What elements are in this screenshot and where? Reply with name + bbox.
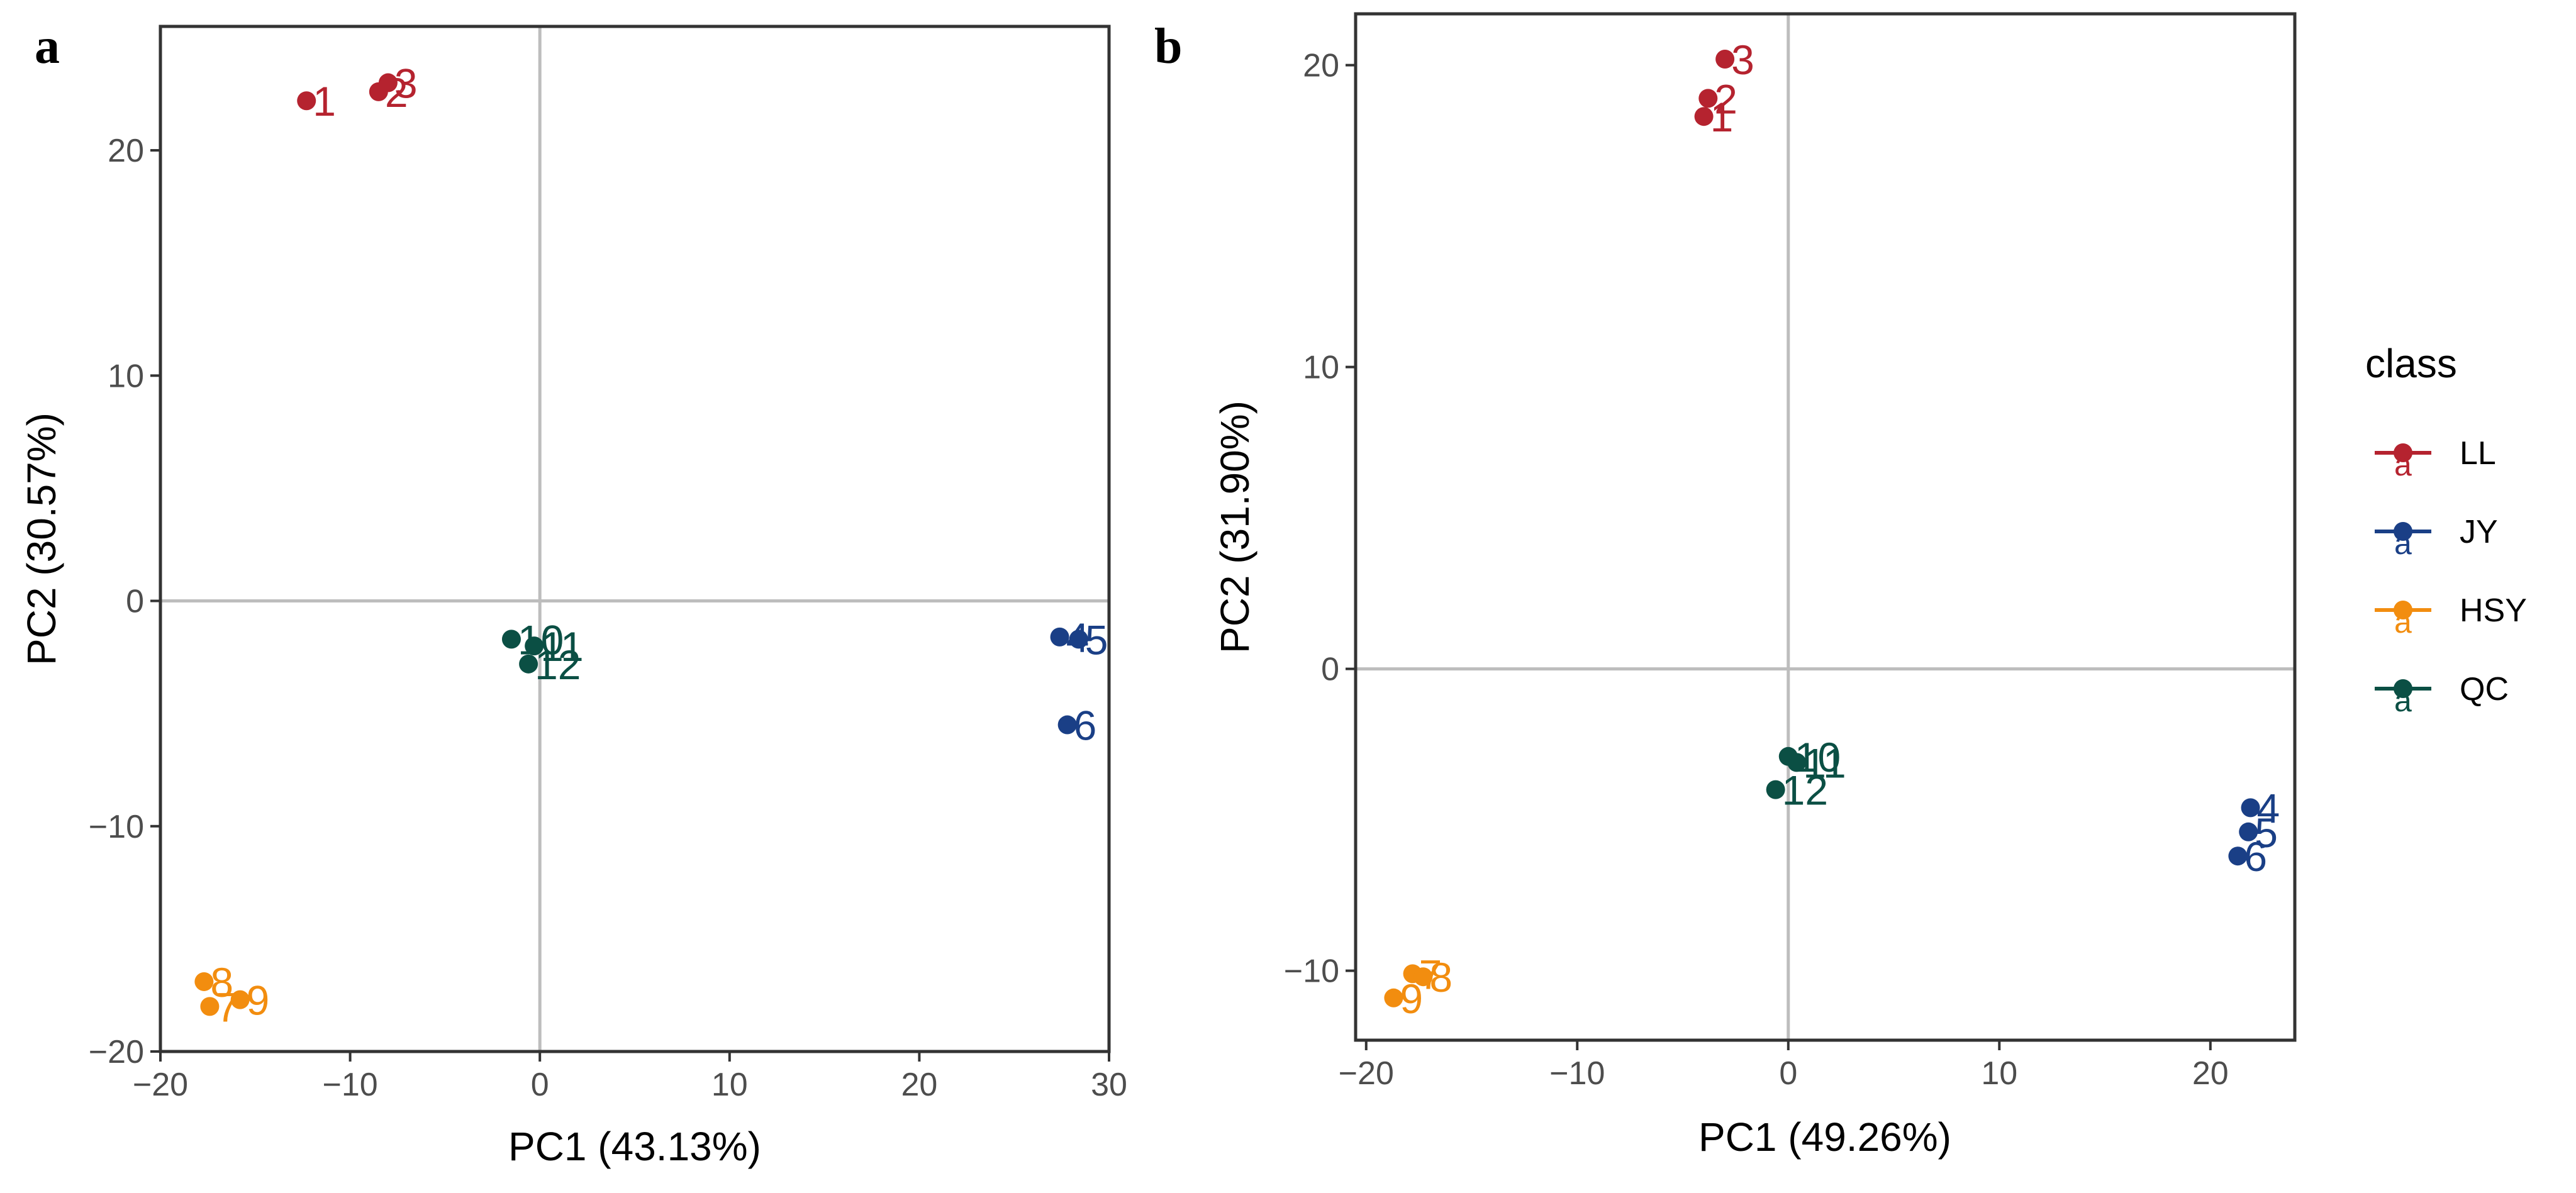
panel-b-letter: b: [1154, 19, 1183, 74]
panel-b-y-tick-label: 0: [1321, 652, 1339, 688]
panel-a-x-tick-label: 30: [1091, 1067, 1127, 1103]
panel-a-point-label-5: 5: [1085, 616, 1108, 663]
panel-b-point-11: [1787, 753, 1807, 772]
legend-key-point: [2394, 679, 2412, 698]
panel-b-x-tick-label: 20: [2192, 1055, 2229, 1092]
legend-entry-hsy: a HSY: [2375, 592, 2527, 640]
panel-b-point-label-8: 8: [1429, 954, 1452, 1001]
panel-a-x-tick-label: −20: [133, 1067, 188, 1103]
panel-a-point-1: [297, 91, 316, 111]
panel-b-point-2: [1698, 89, 1718, 108]
legend-key-glyph: a: [2394, 604, 2412, 640]
panel-a-x-tick-label: 20: [901, 1067, 937, 1103]
panel-a-point-7: [200, 997, 220, 1016]
panel-b-point-label-6: 6: [2244, 833, 2267, 880]
panel-a-point-4: [1050, 627, 1069, 646]
panel-b-plot-frame: [1354, 12, 2297, 1042]
panel-a-point-label-8: 8: [210, 959, 233, 1006]
panel-a-point-label-1: 1: [313, 78, 336, 125]
panel-b-point-3: [1715, 50, 1735, 69]
legend-entry-jy: a JY: [2375, 514, 2498, 561]
panel-b-x-tick-label: −20: [1339, 1055, 1394, 1092]
panel-b-point-label-9: 9: [1400, 975, 1423, 1022]
panel-b-y-tick-label: 20: [1303, 48, 1339, 84]
panel-b-x-tick-label: 0: [1779, 1055, 1797, 1092]
panel-a-point-label-12: 12: [535, 641, 581, 688]
panel-a-point-5: [1069, 630, 1088, 649]
panel-b-point-6: [2228, 846, 2248, 866]
panel-b-point-8: [1413, 967, 1433, 987]
panel-a-plot-frame: [159, 25, 1111, 1053]
panel-a-point-10: [501, 630, 521, 649]
panel-b-point-label-3: 3: [1731, 36, 1754, 83]
panel-b-point-9: [1384, 988, 1403, 1007]
panel-a-y-tick-label: 0: [126, 584, 144, 620]
panel-b-point-label-12: 12: [1782, 767, 1828, 814]
legend-label: QC: [2460, 671, 2509, 707]
panel-b-point-5: [2239, 822, 2258, 841]
panel-a-point-6: [1057, 715, 1077, 735]
panel-a-letter: a: [35, 19, 60, 74]
legend-key-point: [2394, 601, 2412, 619]
panel-b-x-axis-title: PC1 (49.26%): [1698, 1114, 1951, 1160]
panel-b-point-12: [1766, 780, 1785, 799]
legend-label: LL: [2460, 435, 2496, 472]
legend-key-point: [2394, 522, 2412, 541]
panel-a-point-11: [525, 636, 544, 656]
panel-a-y-tick-label: 10: [108, 358, 144, 394]
legend-label: HSY: [2460, 592, 2527, 629]
legend: class a LL a JY a HSY a QC: [2365, 341, 2527, 718]
panel-a-y-axis-title: PC2 (30.57%): [19, 413, 64, 665]
panel-a-y-tick-label: −10: [89, 809, 144, 845]
legend-key-glyph: a: [2394, 447, 2412, 482]
panel-b-point-4: [2241, 798, 2260, 818]
panel-a-point-label-9: 9: [247, 977, 270, 1024]
panel-b-y-axis-title: PC2 (31.90%): [1212, 401, 1257, 653]
panel-a-x-tick-label: 10: [711, 1067, 748, 1103]
legend-entry-ll: a LL: [2375, 435, 2496, 482]
panel-a-point-12: [519, 654, 538, 674]
panel-b-point-label-4: 4: [2257, 785, 2280, 831]
panel-b-x-tick-label: 10: [1981, 1055, 2017, 1092]
panel-a-x-tick-label: −10: [322, 1067, 377, 1103]
panel-a-point-label-3: 3: [394, 60, 418, 107]
panel-b-y-tick-label: 10: [1303, 350, 1339, 386]
legend-key-glyph: a: [2394, 526, 2412, 561]
panel-a-y-tick-label: −20: [89, 1034, 144, 1070]
legend-key-glyph: a: [2394, 683, 2412, 718]
panel-a-point-label-6: 6: [1074, 702, 1097, 749]
panel-a-point-9: [230, 990, 250, 1009]
panel-a-point-3: [378, 73, 398, 92]
panel-b-point-label-11: 11: [1803, 740, 1846, 786]
panel-b-y-tick-label: −10: [1284, 953, 1339, 990]
panel-a-x-tick-label: 0: [531, 1067, 549, 1103]
panel-a-x-axis-title: PC1 (43.13%): [508, 1124, 761, 1169]
panel-b-point-label-2: 2: [1714, 75, 1737, 122]
panel-b-point-label-5: 5: [2255, 809, 2278, 856]
legend-key-point: [2394, 443, 2412, 462]
panel-a-y-tick-label: 20: [108, 133, 144, 169]
legend-title: class: [2365, 341, 2457, 386]
panel-a-point-8: [194, 972, 214, 991]
panel-b-point-1: [1694, 107, 1714, 126]
legend-entry-qc: a QC: [2375, 671, 2509, 718]
legend-label: JY: [2460, 514, 2498, 550]
panel-b-x-tick-label: −10: [1549, 1055, 1605, 1092]
panel-a-point-label-11: 11: [540, 623, 584, 670]
